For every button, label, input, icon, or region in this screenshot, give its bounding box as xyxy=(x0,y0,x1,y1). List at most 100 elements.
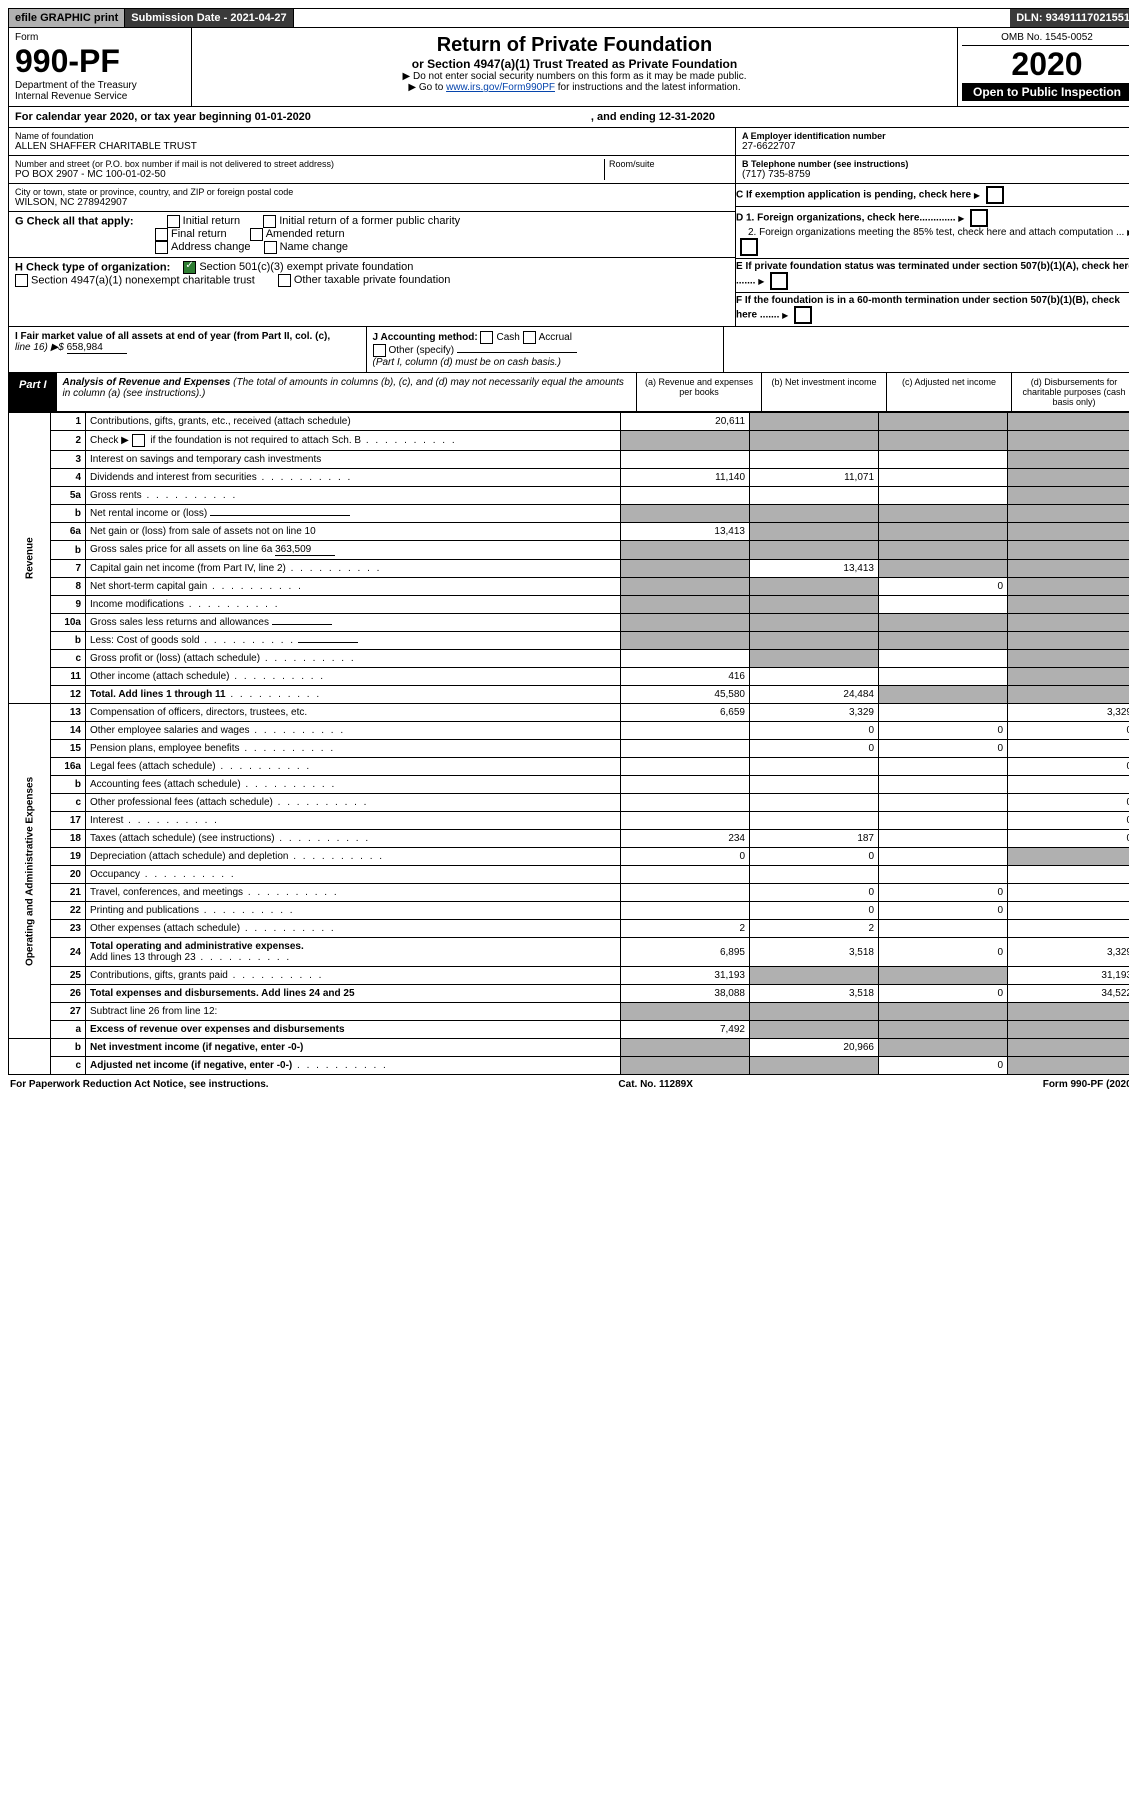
sections-i-j: I Fair market value of all assets at end… xyxy=(8,327,1129,373)
501c3-checkbox[interactable] xyxy=(183,261,196,274)
dept-label: Department of the Treasury xyxy=(15,80,185,91)
name-change-checkbox[interactable] xyxy=(264,241,277,254)
table-row: 11Other income (attach schedule) 416 xyxy=(9,668,1129,686)
col-b-header: (b) Net investment income xyxy=(761,373,886,411)
table-row: 23Other expenses (attach schedule) 22 xyxy=(9,920,1129,938)
amended-return-checkbox[interactable] xyxy=(250,228,263,241)
open-inspection: Open to Public Inspection xyxy=(962,83,1129,101)
e-checkbox[interactable] xyxy=(770,272,788,290)
page-footer: For Paperwork Reduction Act Notice, see … xyxy=(8,1075,1129,1094)
table-row: 17Interest 0 xyxy=(9,812,1129,830)
c-checkbox[interactable] xyxy=(986,186,1004,204)
ein-cell: A Employer identification number 27-6622… xyxy=(736,128,1129,156)
section-j: J Accounting method: Cash Accrual Other … xyxy=(367,327,725,372)
form-subtitle: or Section 4947(a)(1) Trust Treated as P… xyxy=(198,57,951,71)
foundation-name-cell: Name of foundation ALLEN SHAFFER CHARITA… xyxy=(9,128,735,156)
table-row: bLess: Cost of goods sold xyxy=(9,632,1129,650)
part1-header: Part I Analysis of Revenue and Expenses … xyxy=(8,373,1129,412)
city-cell: City or town, state or province, country… xyxy=(9,184,735,212)
telephone-cell: B Telephone number (see instructions) (7… xyxy=(736,156,1129,184)
table-row: bNet rental income or (loss) xyxy=(9,505,1129,523)
h-label: H Check type of organization: xyxy=(15,261,170,273)
d1-checkbox[interactable] xyxy=(970,209,988,227)
foundation-name: ALLEN SHAFFER CHARITABLE TRUST xyxy=(15,141,729,152)
fmv-value: 658,984 xyxy=(67,342,127,354)
table-row: 7Capital gain net income (from Part IV, … xyxy=(9,560,1129,578)
table-row: cGross profit or (loss) (attach schedule… xyxy=(9,650,1129,668)
section-d: D 1. Foreign organizations, check here..… xyxy=(736,207,1129,259)
table-row: cAdjusted net income (if negative, enter… xyxy=(9,1057,1129,1075)
table-row: 20Occupancy xyxy=(9,866,1129,884)
table-row: 25Contributions, gifts, grants paid 31,1… xyxy=(9,967,1129,985)
paperwork-notice: For Paperwork Reduction Act Notice, see … xyxy=(10,1079,269,1090)
topbar: efile GRAPHIC print Submission Date - 20… xyxy=(8,8,1129,28)
f-checkbox[interactable] xyxy=(794,306,812,324)
room-label: Room/suite xyxy=(609,159,729,169)
city-state-zip: WILSON, NC 278942907 xyxy=(15,197,729,208)
form-id-block: Form 990-PF Department of the Treasury I… xyxy=(9,28,192,106)
ein: 27-6622707 xyxy=(742,141,1129,152)
cash-checkbox[interactable] xyxy=(480,331,493,344)
table-row: 22Printing and publications 00 xyxy=(9,902,1129,920)
table-row: 3Interest on savings and temporary cash … xyxy=(9,451,1129,469)
initial-return-checkbox[interactable] xyxy=(167,215,180,228)
dln: DLN: 93491117021551 xyxy=(1010,9,1129,27)
table-row: bNet investment income (if negative, ent… xyxy=(9,1039,1129,1057)
section-i: I Fair market value of all assets at end… xyxy=(9,327,367,372)
tax-year: 2020 xyxy=(962,46,1129,83)
col-d-header: (d) Disbursements for charitable purpose… xyxy=(1011,373,1129,411)
table-row: 8Net short-term capital gain 0 xyxy=(9,578,1129,596)
table-row: Operating and Administrative Expenses 13… xyxy=(9,704,1129,722)
efile-label: efile GRAPHIC print xyxy=(9,9,125,27)
calyear-begin: For calendar year 2020, or tax year begi… xyxy=(15,111,311,123)
year-block: OMB No. 1545-0052 2020 Open to Public In… xyxy=(957,28,1129,106)
table-row: 14Other employee salaries and wages 000 xyxy=(9,722,1129,740)
table-row: 12Total. Add lines 1 through 11 45,58024… xyxy=(9,686,1129,704)
table-row: 5aGross rents xyxy=(9,487,1129,505)
gross-sales-price: 363,509 xyxy=(275,544,335,556)
section-e: E If private foundation status was termi… xyxy=(736,259,1129,293)
expenses-side-label: Operating and Administrative Expenses xyxy=(9,704,51,1039)
calyear-end: , and ending 12-31-2020 xyxy=(591,111,715,123)
4947a1-checkbox[interactable] xyxy=(15,274,28,287)
col-c-header: (c) Adjusted net income xyxy=(886,373,1011,411)
table-row: bGross sales price for all assets on lin… xyxy=(9,541,1129,560)
initial-public-checkbox[interactable] xyxy=(263,215,276,228)
table-row: 10aGross sales less returns and allowanc… xyxy=(9,614,1129,632)
other-method-checkbox[interactable] xyxy=(373,344,386,357)
table-row: 19Depreciation (attach schedule) and dep… xyxy=(9,848,1129,866)
table-row: Revenue 1Contributions, gifts, grants, e… xyxy=(9,413,1129,431)
table-row: 6aNet gain or (loss) from sale of assets… xyxy=(9,523,1129,541)
final-return-checkbox[interactable] xyxy=(155,228,168,241)
d2-checkbox[interactable] xyxy=(740,238,758,256)
table-row: 15Pension plans, employee benefits 00 xyxy=(9,740,1129,758)
irs-link[interactable]: www.irs.gov/Form990PF xyxy=(446,82,555,93)
table-row: cOther professional fees (attach schedul… xyxy=(9,794,1129,812)
section-g: G Check all that apply: Initial return I… xyxy=(9,212,735,258)
street-address: PO BOX 2907 - MC 100-01-02-50 xyxy=(15,169,604,180)
section-f: F If the foundation is in a 60-month ter… xyxy=(736,293,1129,326)
ssn-note: ▶ Do not enter social security numbers o… xyxy=(198,71,951,82)
form-word: Form xyxy=(15,32,185,43)
cat-no: Cat. No. 11289X xyxy=(618,1079,692,1090)
table-row: aExcess of revenue over expenses and dis… xyxy=(9,1021,1129,1039)
table-row: 4Dividends and interest from securities … xyxy=(9,469,1129,487)
g-label: G Check all that apply: xyxy=(15,215,134,227)
address-change-checkbox[interactable] xyxy=(155,241,168,254)
table-row: 2Check ▶ if the foundation is not requir… xyxy=(9,431,1129,451)
address-cell: Number and street (or P.O. box number if… xyxy=(9,156,735,184)
other-taxable-checkbox[interactable] xyxy=(278,274,291,287)
schb-checkbox[interactable] xyxy=(132,434,145,447)
calendar-year-row: For calendar year 2020, or tax year begi… xyxy=(8,107,1129,128)
form-footer: Form 990-PF (2020) xyxy=(1043,1079,1129,1090)
table-row: 27Subtract line 26 from line 12: xyxy=(9,1003,1129,1021)
accrual-checkbox[interactable] xyxy=(523,331,536,344)
revenue-side-label: Revenue xyxy=(9,413,51,704)
col-a-header: (a) Revenue and expenses per books xyxy=(636,373,761,411)
part1-label: Part I xyxy=(9,373,57,411)
form-title-block: Return of Private Foundation or Section … xyxy=(192,28,957,106)
table-row: 16aLegal fees (attach schedule) 0 xyxy=(9,758,1129,776)
table-row: 9Income modifications xyxy=(9,596,1129,614)
part1-table: Revenue 1Contributions, gifts, grants, e… xyxy=(8,412,1129,1075)
telephone: (717) 735-8759 xyxy=(742,169,1129,180)
